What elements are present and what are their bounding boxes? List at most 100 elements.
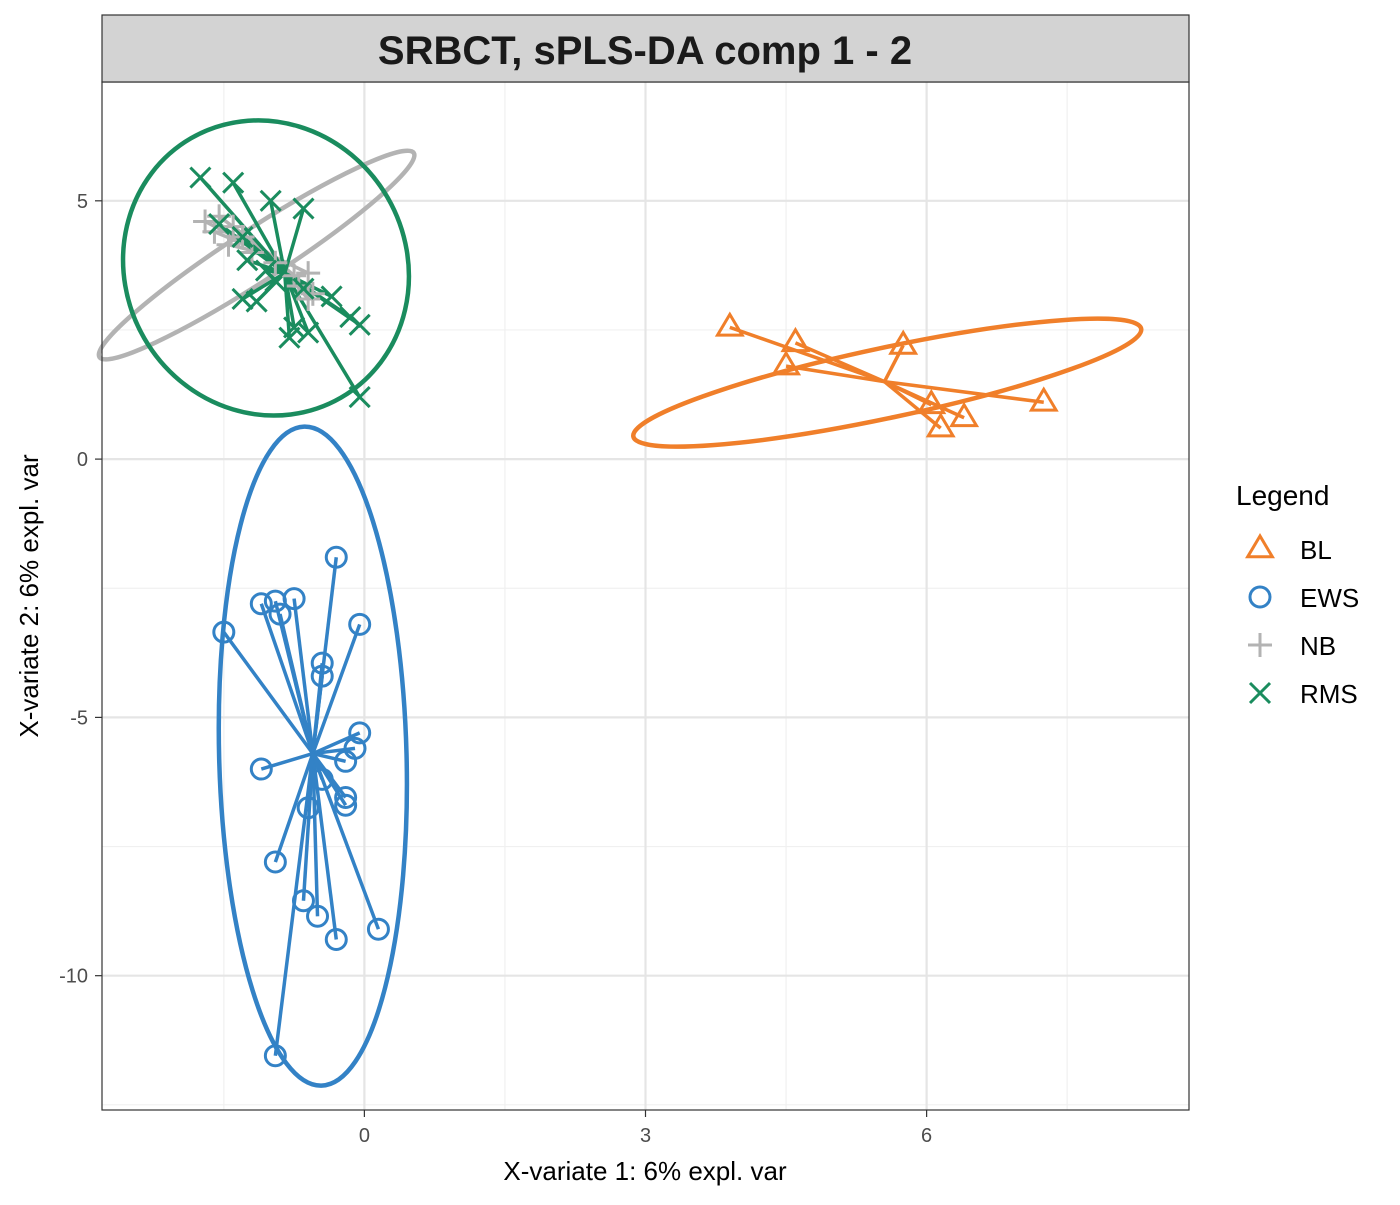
- data-point-bl: [1028, 386, 1059, 412]
- data-point-rms: [348, 386, 371, 409]
- x-stroke-b: [348, 313, 371, 336]
- legend-label-ews: EWS: [1300, 583, 1359, 613]
- x-stroke-b: [236, 249, 259, 272]
- data-point-ews: [310, 664, 334, 688]
- data-point-bl: [714, 311, 745, 337]
- legend-label-bl: BL: [1300, 535, 1332, 565]
- data-point-ews: [334, 749, 358, 773]
- legend-label-nb: NB: [1300, 631, 1336, 661]
- data-point-rms: [259, 189, 282, 212]
- x-stroke-b: [264, 269, 287, 292]
- star-line-rms: [268, 200, 287, 274]
- legend-items: BL EWS NB RMS: [1245, 533, 1359, 709]
- star-line-ews: [259, 603, 315, 755]
- star-line-bl: [794, 341, 886, 384]
- data-point-ews: [263, 1044, 287, 1068]
- data-point-ews: [310, 651, 334, 675]
- data-point-rms: [231, 225, 254, 249]
- confidence-ellipse-bl: [631, 316, 1144, 449]
- star-line-ews: [311, 675, 324, 754]
- data-point-rms: [320, 285, 343, 308]
- data-point-rms: [222, 171, 245, 194]
- data-point-ews: [306, 904, 330, 928]
- data-point-ews: [324, 928, 348, 952]
- title-strip: [101, 14, 1190, 83]
- star-line-ews: [311, 752, 381, 930]
- star-line-bl: [884, 379, 1044, 405]
- star-line-bl: [729, 325, 886, 384]
- star-line-ews: [311, 623, 362, 755]
- star-line-bl: [883, 380, 965, 420]
- star-line-ews: [312, 746, 356, 756]
- y-tick-label: 0: [77, 449, 88, 471]
- legend-title: Legend: [1236, 480, 1329, 511]
- data-point-ews: [334, 793, 358, 817]
- data-point-rms: [278, 326, 301, 349]
- data-point-ews: [348, 612, 372, 636]
- x-stroke-b: [245, 290, 268, 313]
- star-line-bl: [785, 364, 885, 384]
- legend-key-nb: [1248, 633, 1272, 657]
- x-stroke-b: [259, 189, 282, 212]
- y-tick-label: -10: [59, 966, 88, 988]
- data-point-ews: [291, 889, 315, 913]
- data-point-ews: [263, 850, 287, 874]
- legend-key-rms: [1248, 681, 1272, 705]
- star-line-rms: [283, 272, 310, 334]
- data-point-ews: [282, 587, 306, 611]
- star-line-bl: [882, 344, 905, 383]
- data-point-rms: [208, 212, 231, 236]
- y-tick-label: -5: [70, 707, 88, 729]
- star-line-ews: [278, 613, 315, 754]
- data-point-nb: [300, 281, 325, 306]
- star-line-ews: [312, 751, 347, 764]
- data-point-nb: [202, 219, 227, 244]
- data-point-rms: [236, 249, 259, 272]
- data-point-rms: [292, 277, 315, 300]
- legend-label-rms: RMS: [1300, 679, 1358, 709]
- data-point-ews: [310, 767, 334, 791]
- data-point-rms: [348, 313, 371, 336]
- data-point-bl: [925, 412, 956, 438]
- legend-key-bl: [1245, 533, 1275, 559]
- data-point-bl: [949, 401, 980, 428]
- x-stroke-b: [297, 321, 320, 344]
- x-tick-label: 6: [921, 1125, 932, 1147]
- confidence-ellipse-ews: [216, 424, 410, 1088]
- data-point-ews: [348, 721, 372, 745]
- data-point-rms: [297, 321, 320, 344]
- data-point-bl: [780, 326, 811, 353]
- star-line-rms: [282, 273, 292, 338]
- legend-key-ews: [1248, 585, 1272, 609]
- data-point-ews: [296, 796, 320, 820]
- x-stroke-b: [278, 326, 301, 349]
- x-stroke-b: [231, 225, 254, 249]
- data-point-bl: [771, 350, 802, 376]
- points-layer: [189, 166, 1059, 1068]
- data-point-ews: [324, 545, 348, 569]
- x-stroke-b: [292, 277, 315, 300]
- data-point-nb: [282, 263, 307, 288]
- x-stroke-b: [189, 166, 212, 189]
- x-tick-label: 0: [359, 1125, 370, 1147]
- data-point-bl: [888, 329, 919, 355]
- star-line-bl: [883, 380, 942, 430]
- data-point-rms: [245, 290, 268, 313]
- data-point-rms: [264, 269, 287, 292]
- data-point-ews: [249, 757, 273, 781]
- x-stroke-b: [348, 386, 371, 409]
- data-point-ews: [212, 620, 236, 644]
- data-point-rms: [189, 166, 212, 189]
- legend: Legend BL EWS NB RMS: [1236, 480, 1359, 709]
- x-stroke-b: [208, 212, 231, 236]
- star-line-ews: [292, 598, 315, 754]
- star-line-rms: [283, 208, 306, 274]
- confidence-ellipse-rms: [120, 118, 412, 418]
- chart-title: SRBCT, sPLS-DA comp 1 - 2: [378, 29, 912, 73]
- data-point-nb: [296, 261, 321, 286]
- x-tick-label: 3: [640, 1125, 651, 1147]
- data-point-bl: [916, 388, 947, 415]
- x-stroke-b: [292, 197, 315, 220]
